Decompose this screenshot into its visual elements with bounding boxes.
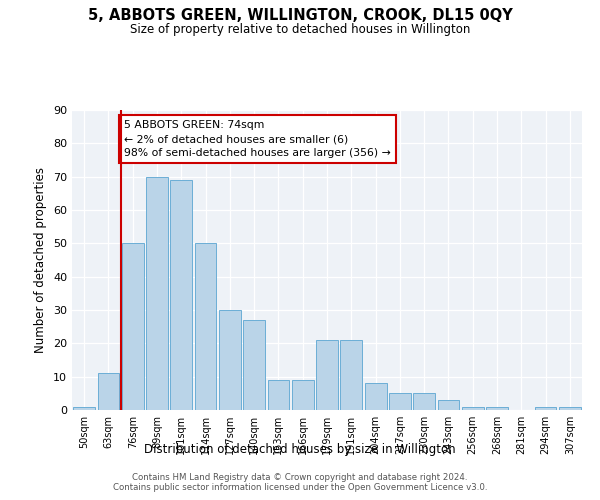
Bar: [268, 380, 289, 410]
Bar: [365, 384, 386, 410]
Bar: [219, 310, 241, 410]
Bar: [462, 406, 484, 410]
Text: 5, ABBOTS GREEN, WILLINGTON, CROOK, DL15 0QY: 5, ABBOTS GREEN, WILLINGTON, CROOK, DL15…: [88, 8, 512, 22]
Text: Contains HM Land Registry data © Crown copyright and database right 2024.
Contai: Contains HM Land Registry data © Crown c…: [113, 473, 487, 492]
Bar: [316, 340, 338, 410]
Bar: [146, 176, 168, 410]
Bar: [413, 394, 435, 410]
Bar: [243, 320, 265, 410]
Bar: [170, 180, 192, 410]
Y-axis label: Number of detached properties: Number of detached properties: [34, 167, 47, 353]
Bar: [486, 406, 508, 410]
Bar: [292, 380, 314, 410]
Bar: [194, 244, 217, 410]
Text: Distribution of detached houses by size in Willington: Distribution of detached houses by size …: [144, 442, 456, 456]
Text: 5 ABBOTS GREEN: 74sqm
← 2% of detached houses are smaller (6)
98% of semi-detach: 5 ABBOTS GREEN: 74sqm ← 2% of detached h…: [124, 120, 391, 158]
Bar: [340, 340, 362, 410]
Bar: [73, 406, 95, 410]
Bar: [97, 374, 119, 410]
Bar: [389, 394, 411, 410]
Bar: [437, 400, 460, 410]
Text: Size of property relative to detached houses in Willington: Size of property relative to detached ho…: [130, 22, 470, 36]
Bar: [122, 244, 143, 410]
Bar: [559, 406, 581, 410]
Bar: [535, 406, 556, 410]
